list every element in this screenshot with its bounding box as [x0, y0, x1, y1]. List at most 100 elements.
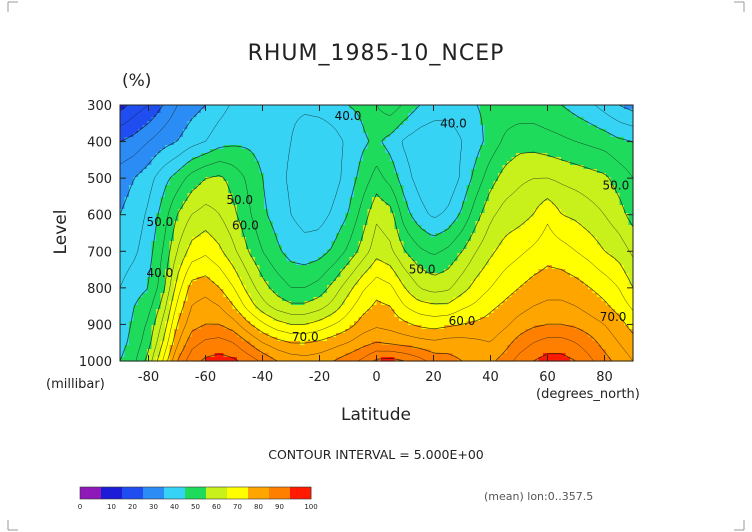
field-cell: [628, 241, 634, 246]
field-cell: [385, 201, 391, 206]
field-cell: [336, 229, 342, 234]
field-cell: [583, 149, 589, 154]
field-cell: [534, 237, 540, 242]
field-cell: [547, 169, 553, 174]
field-cell: [142, 193, 148, 198]
field-cell: [435, 169, 441, 174]
field-cell: [583, 269, 589, 274]
field-cell: [547, 173, 553, 178]
field-cell: [552, 157, 558, 162]
field-cell: [277, 193, 283, 198]
field-cell: [165, 237, 171, 242]
field-cell: [421, 157, 427, 162]
field-cell: [403, 245, 409, 250]
field-cell: [223, 185, 229, 190]
field-cell: [619, 233, 625, 238]
field-cell: [223, 221, 229, 226]
field-cell: [426, 129, 432, 134]
field-cell: [345, 249, 351, 254]
field-cell: [394, 221, 400, 226]
field-cell: [300, 257, 306, 262]
field-cell: [592, 165, 598, 170]
field-cell: [210, 169, 216, 174]
field-cell: [588, 237, 594, 242]
field-cell: [250, 121, 256, 126]
field-cell: [327, 249, 333, 254]
field-cell: [327, 269, 333, 274]
field-cell: [412, 237, 418, 242]
field-cell: [169, 105, 175, 110]
field-cell: [624, 225, 630, 230]
field-cell: [520, 209, 526, 214]
field-cell: [534, 241, 540, 246]
field-cell: [489, 161, 495, 166]
field-cell: [565, 257, 571, 262]
field-cell: [408, 157, 414, 162]
field-cell: [520, 181, 526, 186]
field-cell: [561, 109, 567, 114]
field-cell: [484, 237, 490, 242]
field-cell: [151, 121, 157, 126]
field-cell: [570, 129, 576, 134]
field-cell: [480, 237, 486, 242]
field-cell: [246, 209, 252, 214]
field-cell: [232, 149, 238, 154]
field-cell: [552, 257, 558, 262]
field-cell: [403, 157, 409, 162]
field-cell: [606, 233, 612, 238]
field-cell: [516, 273, 522, 278]
field-cell: [421, 165, 427, 170]
field-cell: [502, 113, 508, 118]
field-cell: [390, 165, 396, 170]
field-cell: [457, 177, 463, 182]
field-cell: [601, 121, 607, 126]
field-cell: [516, 157, 522, 162]
field-cell: [421, 109, 427, 114]
field-cell: [547, 265, 553, 270]
field-cell: [340, 145, 346, 150]
field-cell: [417, 205, 423, 210]
field-cell: [187, 161, 193, 166]
field-cell: [448, 225, 454, 230]
field-cell: [390, 197, 396, 202]
field-cell: [561, 113, 567, 118]
field-cell: [277, 237, 283, 242]
field-cell: [426, 141, 432, 146]
field-cell: [426, 153, 432, 158]
field-cell: [390, 161, 396, 166]
field-cell: [610, 165, 616, 170]
field-cell: [601, 153, 607, 158]
field-cell: [498, 253, 504, 258]
field-cell: [358, 265, 364, 270]
field-cell: [403, 121, 409, 126]
field-cell: [390, 253, 396, 258]
field-cell: [129, 209, 135, 214]
field-cell: [507, 269, 513, 274]
field-cell: [538, 237, 544, 242]
field-cell: [322, 189, 328, 194]
field-cell: [169, 121, 175, 126]
field-cell: [273, 225, 279, 230]
field-cell: [381, 125, 387, 130]
field-cell: [592, 233, 598, 238]
field-cell: [277, 265, 283, 270]
field-cell: [453, 201, 459, 206]
field-cell: [192, 265, 198, 270]
field-cell: [363, 169, 369, 174]
field-cell: [241, 113, 247, 118]
field-cell: [489, 177, 495, 182]
field-cell: [264, 177, 270, 182]
field-cell: [417, 209, 423, 214]
field-cell: [129, 105, 135, 110]
field-cell: [214, 129, 220, 134]
field-cell: [421, 237, 427, 242]
field-cell: [169, 201, 175, 206]
field-cell: [120, 145, 126, 150]
field-cell: [129, 125, 135, 130]
field-cell: [322, 177, 328, 182]
field-cell: [507, 229, 513, 234]
field-cell: [475, 217, 481, 222]
field-cell: [358, 233, 364, 238]
field-cell: [165, 193, 171, 198]
field-cell: [430, 109, 436, 114]
